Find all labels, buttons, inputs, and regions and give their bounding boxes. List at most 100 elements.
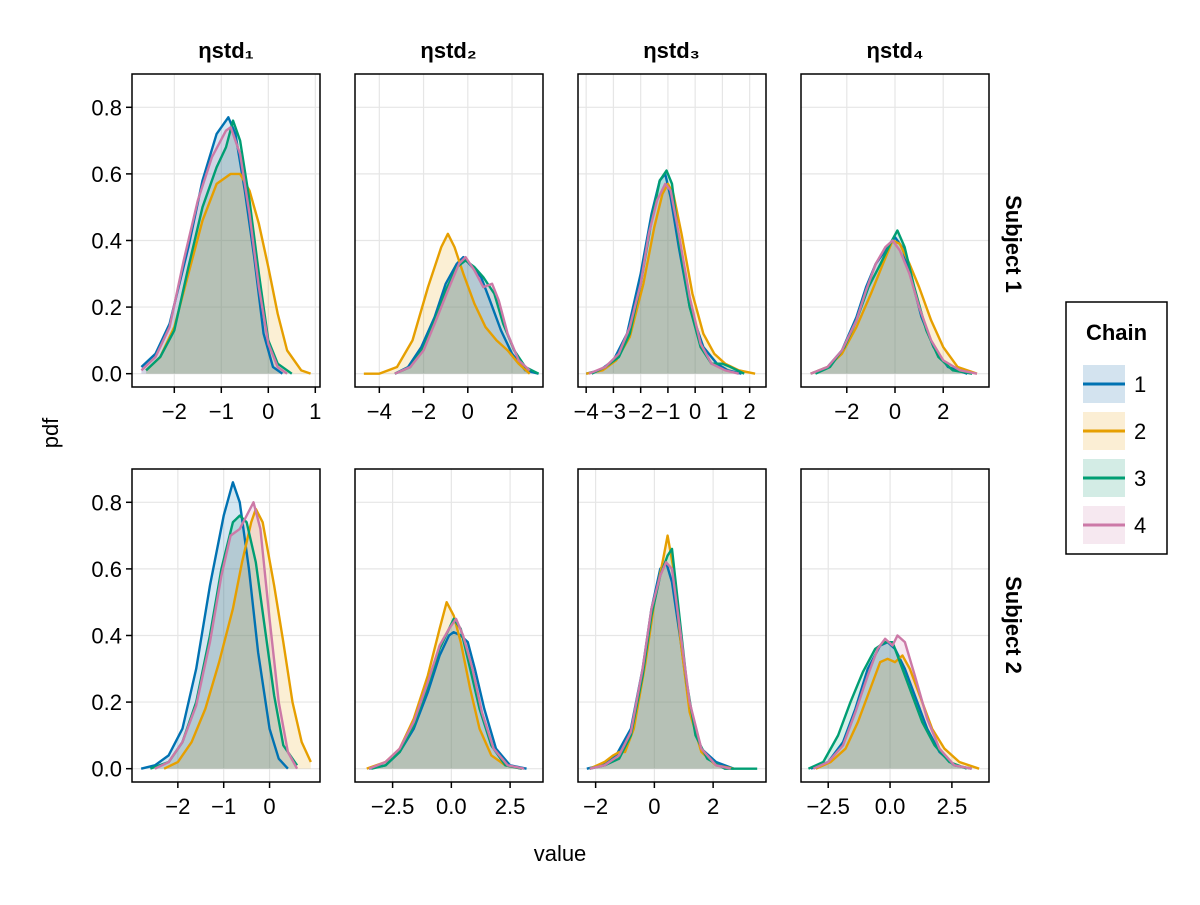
panel-background — [355, 469, 543, 782]
density-fill-chain-3 — [589, 548, 758, 769]
density-fill-chain-2 — [586, 183, 756, 374]
x-tick-label: −4 — [574, 399, 599, 424]
density-fill-chain-1 — [141, 117, 283, 374]
panel-r1-c3: −4 −3 −2 −1 0 1 2 — [574, 73, 767, 424]
y-tick-label: 0.2 — [91, 690, 122, 715]
density-fill-chain-1 — [141, 482, 288, 769]
density-line-chain-4 — [589, 561, 732, 770]
x-tick-label: −3 — [601, 399, 626, 424]
density-line-chain-2 — [810, 239, 978, 375]
density-line-chain-4 — [140, 126, 288, 375]
x-axis-label: value — [534, 841, 587, 866]
density-fill-chain-4 — [588, 183, 739, 374]
panel-plot-area — [585, 169, 756, 375]
density-fill-chain-2 — [366, 602, 522, 769]
panel-r2-c4: −2.5 0.0 2.5 — [800, 468, 990, 819]
x-tick-label: −1 — [209, 399, 234, 424]
x-tick-label: −2 — [583, 794, 608, 819]
x-tick-label: −2 — [165, 794, 190, 819]
legend-entry-4: 4 — [1083, 506, 1146, 544]
panel-background — [801, 469, 989, 782]
density-line-chain-4 — [588, 182, 740, 375]
y-tick-label: 0.0 — [91, 757, 122, 782]
panel-frame — [354, 73, 544, 388]
density-fill-chain-1 — [586, 173, 742, 374]
y-tick-label: 0.8 — [91, 95, 122, 120]
panel-plot-area — [140, 481, 312, 770]
column-title-4: ηstd₄ — [867, 38, 924, 63]
x-tick-label: −2 — [834, 399, 859, 424]
column-title-2: ηstd₂ — [420, 38, 476, 63]
panel-plot-area — [366, 600, 527, 770]
x-tick-label: 0 — [262, 399, 274, 424]
density-fill-chain-2 — [164, 508, 311, 769]
density-line-chain-4 — [154, 501, 299, 770]
legend-label: 3 — [1134, 466, 1146, 491]
x-tick-label: 0.0 — [436, 794, 467, 819]
x-tick-label: −2 — [162, 399, 187, 424]
row-label-2: Subject 2 — [1001, 576, 1026, 674]
density-line-chain-4 — [812, 634, 972, 770]
legend-label: 4 — [1134, 513, 1146, 538]
x-tick-label: −2 — [628, 399, 653, 424]
panel-r1-c1: −2 −1 0 1 0.0 0.2 0.4 0.6 0.8 — [91, 73, 321, 424]
x-tick-label: 0 — [889, 399, 901, 424]
panels-layer: −2 −1 0 10.00.20.40.60.8−4 −2 0 2 −4 −3 −2 −1 0 1 2 −2… — [91, 73, 990, 819]
panel-r2-c3: −2 0 2 — [577, 468, 767, 819]
x-tick-label: −1 — [211, 794, 236, 819]
x-tick-label: −1 — [655, 399, 680, 424]
panel-frame — [131, 73, 321, 388]
density-line-chain-4 — [394, 255, 531, 375]
panel-background — [132, 469, 320, 782]
x-tick-label: −2 — [411, 399, 436, 424]
panel-plot-area — [140, 116, 312, 375]
density-fill-chain-2 — [146, 173, 311, 374]
x-tick-label: 2 — [707, 794, 719, 819]
y-tick-label: 0.0 — [91, 362, 122, 387]
density-fill-chain-4 — [394, 257, 530, 374]
headers-layer: ηstd₁ ηstd₂ ηstd₃ ηstd₄ Subject 1 Subjec… — [38, 38, 1026, 866]
legend-entry-2: 2 — [1083, 412, 1146, 450]
density-line-chain-1 — [140, 481, 289, 770]
legend-entry-3: 3 — [1083, 459, 1146, 497]
x-tick-label: 1 — [309, 399, 321, 424]
density-fill-chain-3 — [146, 120, 292, 374]
column-title-1: ηstd₁ — [198, 38, 254, 63]
x-tick-label: 2 — [937, 399, 949, 424]
panel-frame — [577, 468, 767, 783]
panel-r2-c2: −2.5 0.0 2.5 — [354, 468, 544, 819]
density-fill-chain-1 — [586, 562, 734, 769]
y-tick-label: 0.2 — [91, 295, 122, 320]
y-tick-label: 0.4 — [91, 228, 122, 253]
panel-frame — [131, 468, 321, 783]
density-fill-chain-2 — [589, 535, 734, 769]
legend-label: 1 — [1134, 372, 1146, 397]
density-line-chain-4 — [368, 617, 525, 770]
panel-plot-area — [807, 634, 980, 770]
density-fill-chain-4 — [589, 562, 731, 769]
panel-plot-area — [810, 229, 978, 375]
density-line-chain-3 — [591, 169, 745, 375]
x-tick-label: −4 — [367, 399, 392, 424]
panel-frame — [800, 468, 990, 783]
x-tick-label: 1 — [716, 399, 728, 424]
density-fill-chain-3 — [815, 230, 973, 374]
panel-r1-c4: −2 0 2 — [800, 73, 990, 424]
density-fill-chain-3 — [371, 618, 522, 769]
x-tick-label: 0.0 — [875, 794, 906, 819]
legend-entry-1: 1 — [1083, 365, 1146, 403]
y-tick-label: 0.4 — [91, 623, 122, 648]
panel-r1-c2: −4 −2 0 2 — [354, 73, 544, 424]
density-fill-chain-2 — [363, 233, 530, 374]
density-line-chain-2 — [163, 507, 312, 770]
row-label-1: Subject 1 — [1001, 195, 1026, 293]
panel-background — [578, 469, 766, 782]
column-title-3: ηstd₃ — [643, 38, 700, 63]
density-line-chain-2 — [363, 232, 531, 375]
legend-title: Chain — [1086, 320, 1147, 345]
x-tick-label: 0 — [263, 794, 275, 819]
x-tick-label: 0 — [462, 399, 474, 424]
x-tick-label: 0 — [648, 794, 660, 819]
